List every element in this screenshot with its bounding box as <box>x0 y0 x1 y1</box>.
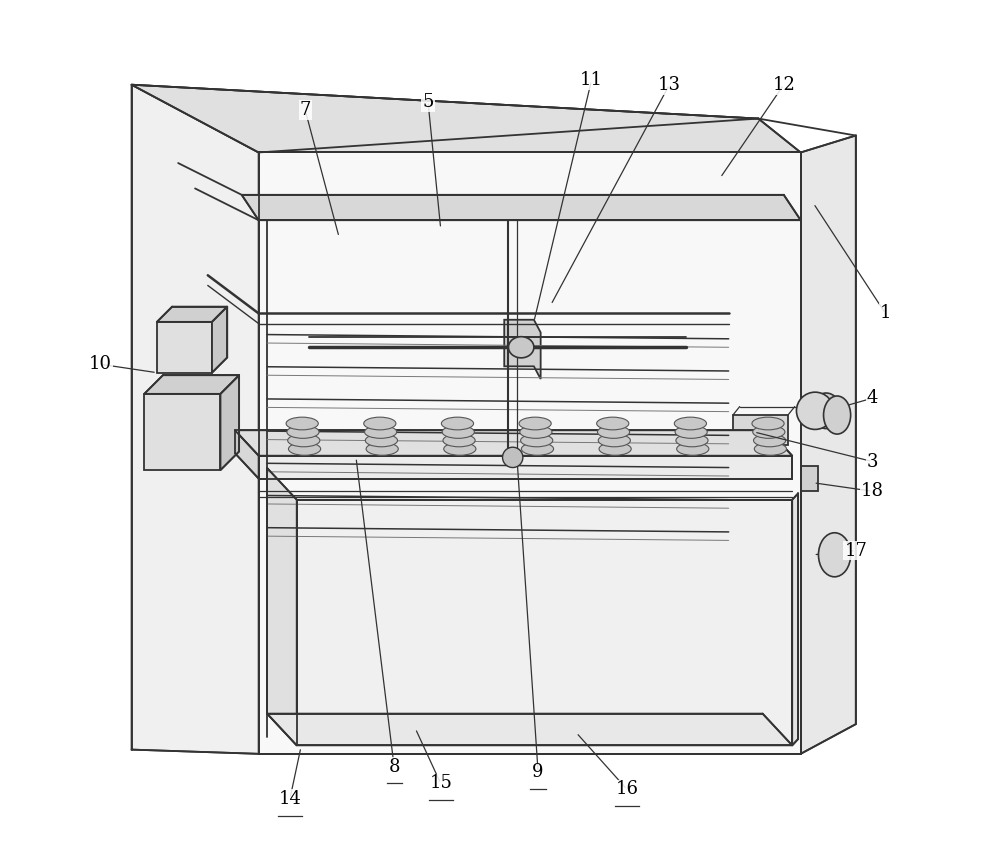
Polygon shape <box>157 307 227 322</box>
Ellipse shape <box>520 425 552 439</box>
Ellipse shape <box>521 442 554 455</box>
Text: 8: 8 <box>388 757 400 776</box>
Text: 15: 15 <box>429 774 452 793</box>
Polygon shape <box>259 456 792 479</box>
Ellipse shape <box>288 442 321 455</box>
Ellipse shape <box>676 434 708 447</box>
Ellipse shape <box>442 425 474 439</box>
Polygon shape <box>235 430 792 456</box>
Ellipse shape <box>597 425 630 439</box>
Ellipse shape <box>754 442 787 455</box>
Circle shape <box>503 447 523 468</box>
Polygon shape <box>259 152 801 754</box>
Polygon shape <box>504 319 541 379</box>
Ellipse shape <box>365 434 398 447</box>
Text: 18: 18 <box>861 482 884 501</box>
Ellipse shape <box>443 434 475 447</box>
Text: 3: 3 <box>867 452 878 471</box>
Bar <box>144 394 220 470</box>
Ellipse shape <box>677 442 709 455</box>
Ellipse shape <box>286 417 318 430</box>
Ellipse shape <box>752 417 784 430</box>
Polygon shape <box>792 493 798 745</box>
Ellipse shape <box>818 533 851 577</box>
Polygon shape <box>144 375 239 394</box>
Text: 1: 1 <box>880 304 891 323</box>
Ellipse shape <box>444 442 476 455</box>
Ellipse shape <box>364 417 396 430</box>
Polygon shape <box>132 85 259 754</box>
Ellipse shape <box>597 417 629 430</box>
Text: 13: 13 <box>658 75 681 94</box>
Ellipse shape <box>811 393 841 429</box>
Text: 10: 10 <box>89 355 112 374</box>
Text: 14: 14 <box>279 789 301 808</box>
Polygon shape <box>132 85 801 152</box>
Text: 17: 17 <box>844 541 867 560</box>
Polygon shape <box>297 500 792 745</box>
Text: 7: 7 <box>300 101 311 119</box>
Text: 4: 4 <box>867 389 878 407</box>
Text: 9: 9 <box>532 763 544 782</box>
Polygon shape <box>801 466 818 491</box>
Text: 16: 16 <box>616 780 639 799</box>
Polygon shape <box>235 430 259 479</box>
Text: 11: 11 <box>580 71 603 90</box>
Polygon shape <box>242 195 801 220</box>
Ellipse shape <box>753 425 785 439</box>
Ellipse shape <box>598 434 630 447</box>
Ellipse shape <box>441 417 474 430</box>
Ellipse shape <box>521 434 553 447</box>
Text: 5: 5 <box>422 92 434 111</box>
Bar <box>157 322 212 373</box>
Ellipse shape <box>675 425 707 439</box>
Ellipse shape <box>366 442 398 455</box>
Polygon shape <box>220 375 239 470</box>
Ellipse shape <box>754 434 786 447</box>
Polygon shape <box>801 136 856 754</box>
Ellipse shape <box>365 425 397 439</box>
Polygon shape <box>267 713 792 745</box>
Ellipse shape <box>508 337 534 358</box>
Ellipse shape <box>824 396 851 434</box>
Polygon shape <box>733 415 788 445</box>
Ellipse shape <box>288 434 320 447</box>
Ellipse shape <box>519 417 551 430</box>
Ellipse shape <box>674 417 706 430</box>
Text: 12: 12 <box>772 75 795 94</box>
Ellipse shape <box>599 442 631 455</box>
Polygon shape <box>267 468 297 745</box>
Ellipse shape <box>287 425 319 439</box>
Polygon shape <box>212 307 227 373</box>
Circle shape <box>796 392 834 429</box>
